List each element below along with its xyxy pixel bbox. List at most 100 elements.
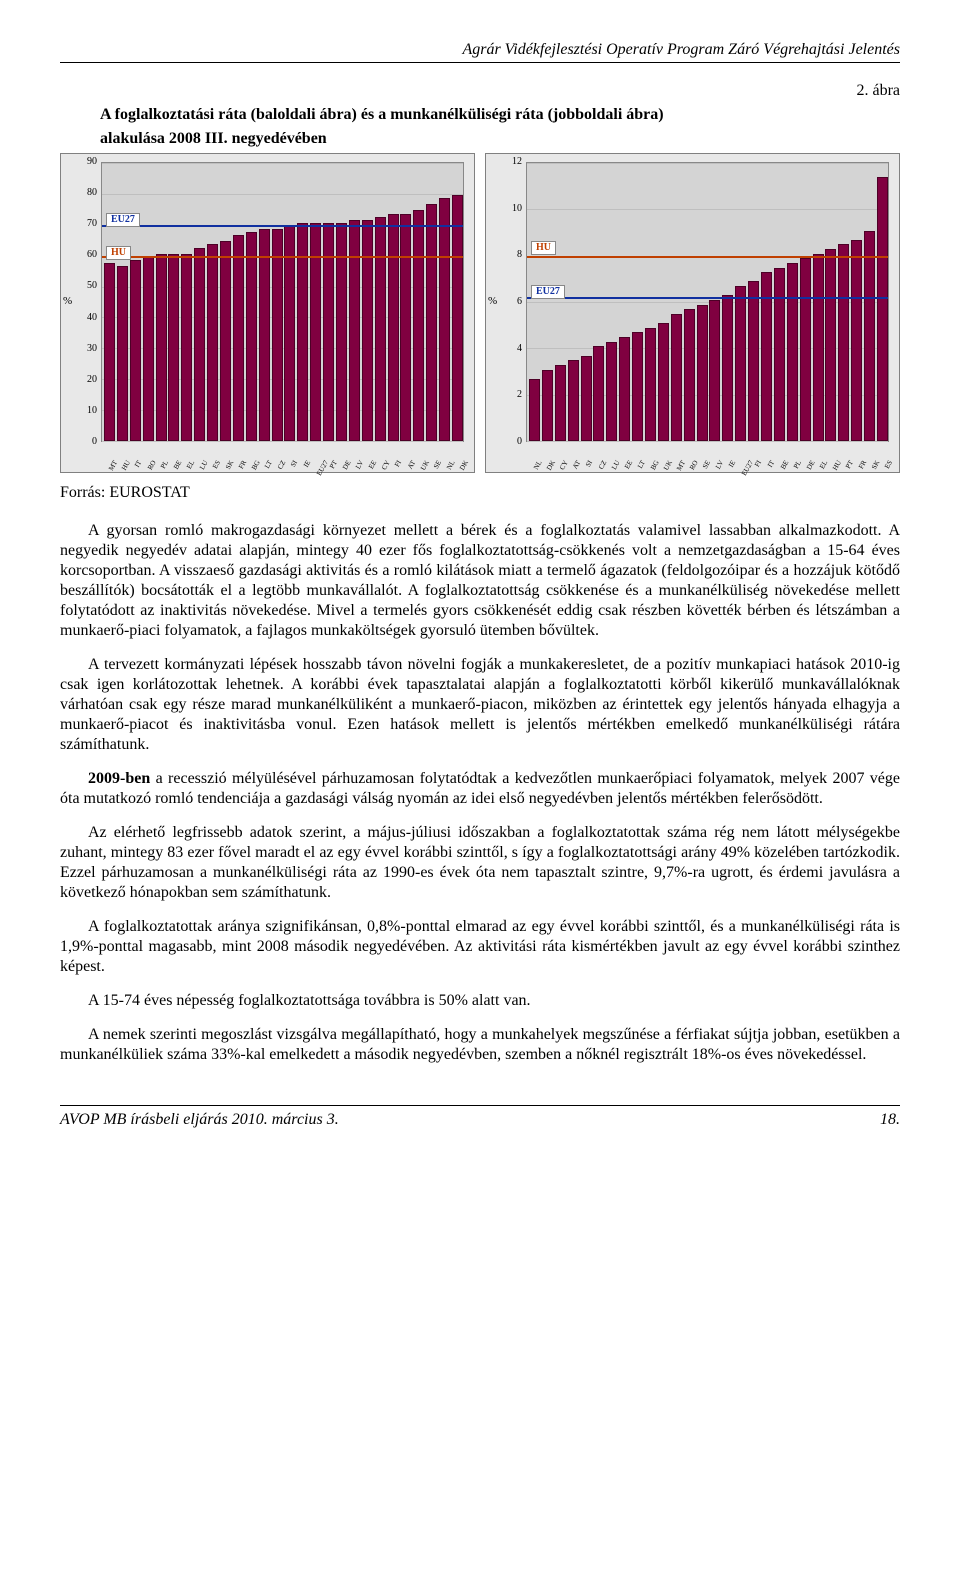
y-tick-label: 10	[512, 202, 522, 215]
eu27-reference-line	[102, 225, 463, 227]
x-tick-label: DE	[341, 459, 353, 471]
page-footer: AVOP MB írásbeli eljárás 2010. március 3…	[60, 1105, 900, 1130]
gridline	[527, 441, 888, 442]
bar	[619, 337, 630, 441]
bar	[400, 214, 411, 441]
y-tick-label: 90	[87, 156, 97, 169]
x-tick-label: ES	[211, 459, 223, 470]
x-tick-label: BG	[250, 459, 262, 472]
x-tick-label: DE	[805, 459, 817, 471]
bar	[645, 328, 656, 441]
chart-source: Forrás: EUROSTAT	[60, 483, 900, 503]
x-tick-label: MT	[675, 459, 688, 472]
y-axis-label: %	[63, 295, 72, 309]
x-tick-label: SE	[432, 459, 444, 470]
bar	[555, 365, 566, 441]
figure-title-line2: alakulása 2008 III. negyedévében	[100, 129, 900, 149]
x-tick-label: IT	[766, 459, 777, 469]
paragraph-3: 2009-ben a recesszió mélyülésével párhuz…	[60, 769, 900, 809]
paragraph-3-bold: 2009-ben	[88, 770, 150, 787]
y-tick-label: 0	[92, 436, 97, 449]
bar	[581, 356, 592, 441]
eu27-badge: EU27	[106, 213, 140, 227]
x-tick-label: NL	[445, 459, 457, 471]
x-tick-label: SK	[870, 459, 882, 471]
x-tick-label: SI	[584, 459, 595, 469]
gridline	[102, 441, 463, 442]
bar	[735, 286, 746, 441]
paragraph-2: A tervezett kormányzati lépések hosszabb…	[60, 655, 900, 755]
x-tick-label: NL	[532, 459, 544, 471]
x-tick-label: LT	[636, 459, 648, 470]
x-tick-label: EE	[623, 459, 635, 471]
y-axis-left: 0102030405060708090%	[65, 162, 99, 442]
gridline	[527, 163, 888, 164]
bar	[104, 263, 115, 441]
y-axis-label: %	[488, 295, 497, 309]
paragraph-1: A gyorsan romló makrogazdasági környezet…	[60, 521, 900, 641]
paragraph-3-rest: a recesszió mélyülésével párhuzamosan fo…	[60, 770, 900, 807]
bar	[774, 268, 785, 441]
bar	[272, 229, 283, 441]
plot-area-left: EU27 HU	[101, 162, 464, 442]
gridline	[102, 163, 463, 164]
bar	[697, 305, 708, 441]
bar	[748, 281, 759, 441]
bar	[800, 258, 811, 441]
y-tick-label: 50	[87, 280, 97, 293]
gridline	[527, 209, 888, 210]
x-tick-label: LU	[198, 459, 210, 471]
x-tick-label: IT	[133, 459, 144, 469]
x-tick-label: ES	[883, 459, 895, 470]
bar	[838, 244, 849, 441]
x-tick-label: FI	[753, 459, 764, 469]
bar	[658, 323, 669, 441]
charts-panel: 0102030405060708090% EU27HU MTHUITROPLBE…	[60, 153, 900, 473]
x-tick-label: EE	[367, 459, 379, 471]
eu27-badge: EU27	[531, 285, 565, 299]
x-tick-label: LU	[610, 459, 622, 471]
bar	[684, 309, 695, 441]
bar	[813, 254, 824, 441]
y-tick-label: 70	[87, 218, 97, 231]
x-tick-label: SE	[701, 459, 713, 470]
y-tick-label: 10	[87, 405, 97, 418]
y-tick-label: 6	[517, 296, 522, 309]
x-tick-label: LV	[714, 459, 726, 471]
bar	[284, 226, 295, 441]
x-tick-label: MT	[107, 459, 120, 472]
x-tick-label: UK	[662, 459, 675, 472]
x-tick-label: DK	[545, 459, 558, 472]
bar	[851, 240, 862, 441]
x-tick-label: RO	[688, 459, 700, 472]
y-tick-label: 12	[512, 156, 522, 169]
bar	[439, 198, 450, 441]
bar	[375, 217, 386, 441]
bar	[220, 241, 231, 441]
bar	[259, 229, 270, 441]
paragraph-5: A foglalkoztatottak aránya szignifikánsa…	[60, 917, 900, 977]
x-tick-label: IE	[727, 459, 738, 469]
x-tick-label: PT	[844, 459, 856, 470]
bar	[529, 379, 540, 441]
x-tick-label: UK	[419, 459, 432, 472]
y-tick-label: 8	[517, 249, 522, 262]
x-tick-label: PT	[328, 459, 340, 470]
x-tick-label: SI	[289, 459, 300, 469]
x-tick-label: CZ	[276, 459, 288, 471]
plot-area-right: EU27HU	[526, 162, 889, 442]
bar	[130, 260, 141, 441]
bar	[864, 231, 875, 442]
footer-right: 18.	[880, 1110, 900, 1130]
hu-badge: HU	[106, 246, 131, 260]
bar	[168, 254, 179, 441]
hu-reference-line	[527, 256, 888, 258]
hu-reference-line	[102, 256, 463, 258]
gridline	[102, 194, 463, 195]
bar	[632, 332, 643, 441]
bar	[787, 263, 798, 441]
x-tick-label: CY	[558, 459, 570, 472]
y-tick-label: 40	[87, 311, 97, 324]
x-tick-label: FI	[393, 459, 404, 469]
x-tick-label: AT	[406, 459, 418, 471]
